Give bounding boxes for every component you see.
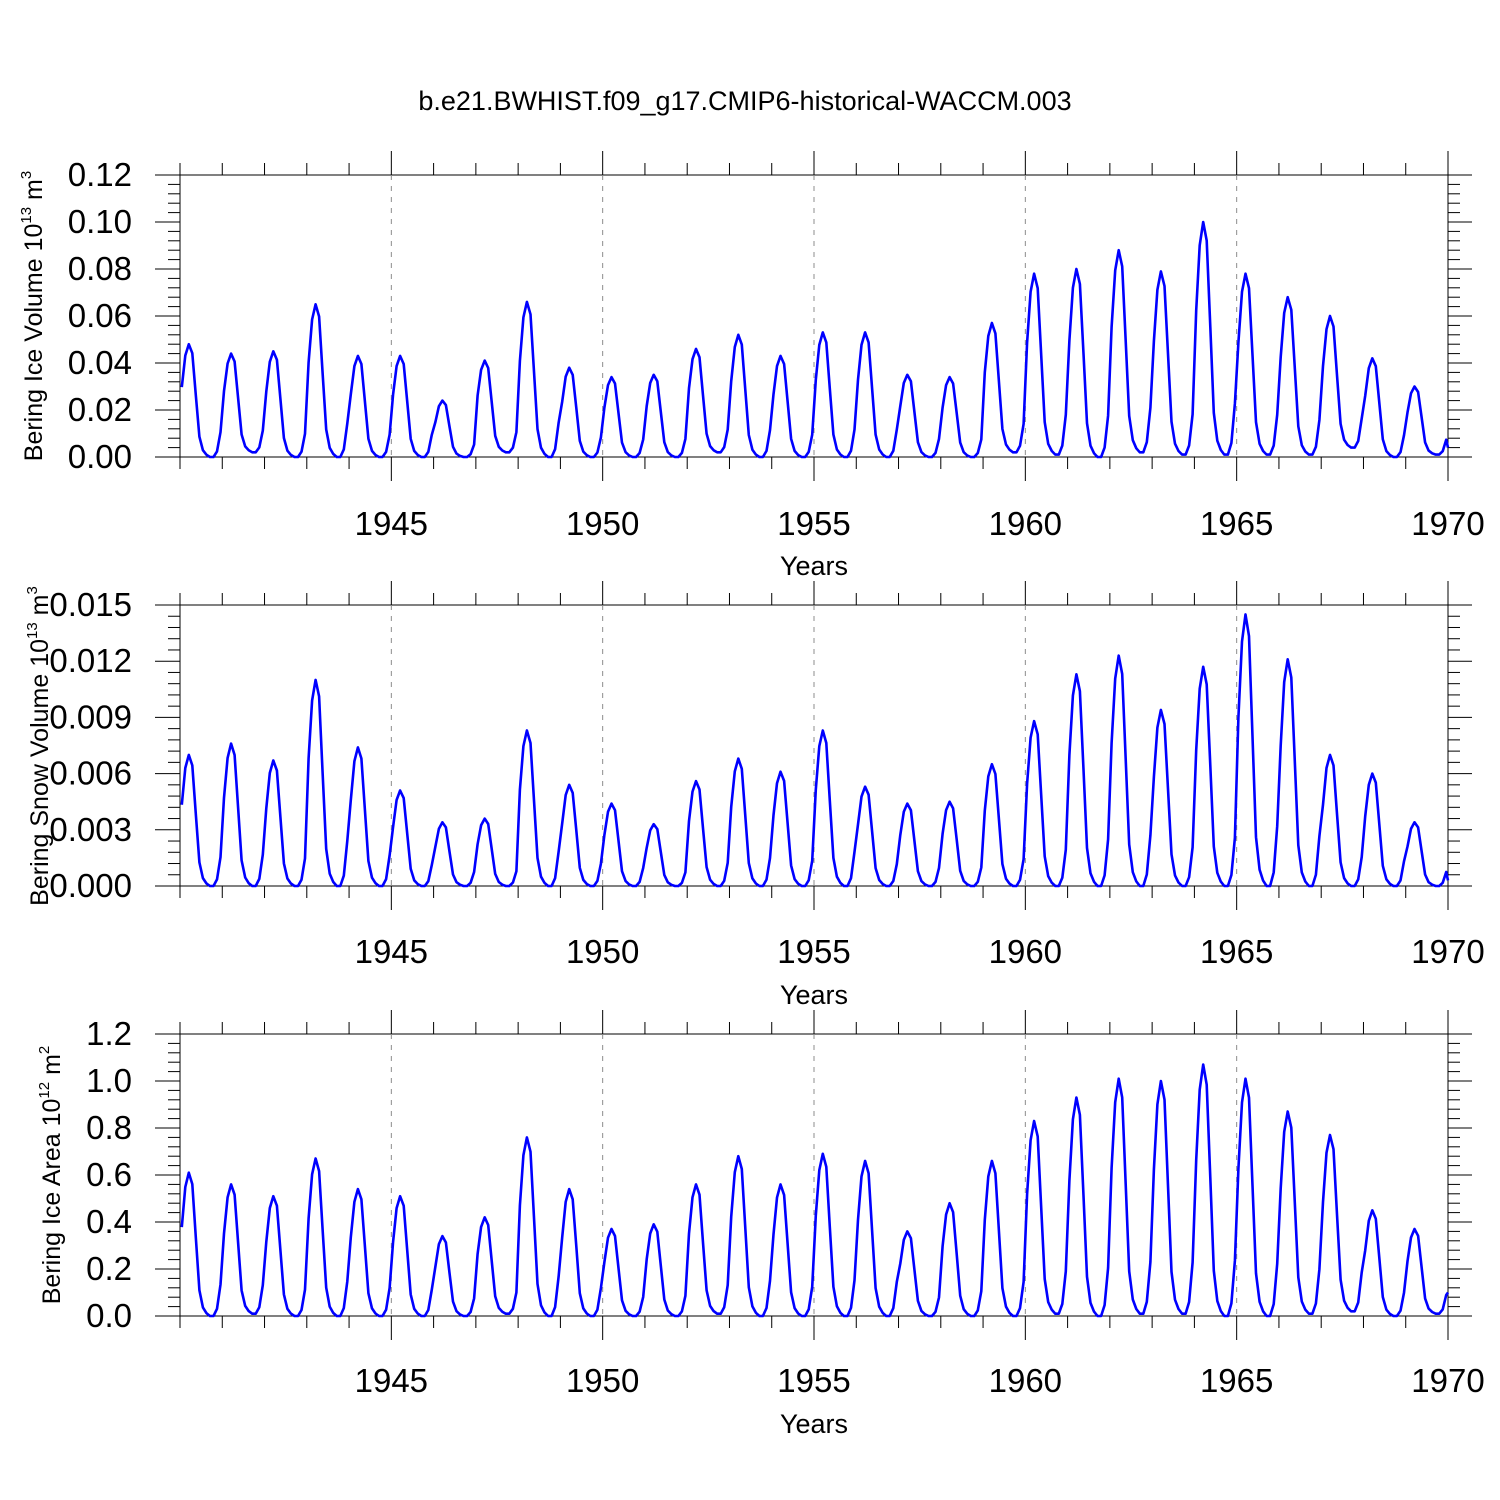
y-tick-label: 1.2 [86, 1015, 132, 1052]
x-tick-label: 1950 [566, 1362, 639, 1399]
y-tick-label: 0.003 [49, 811, 132, 848]
y-tick-label: 0.06 [68, 297, 132, 334]
x-tick-label: 1970 [1411, 933, 1484, 970]
y-tick-label: 0.02 [68, 391, 132, 428]
x-tick-label: 1950 [566, 933, 639, 970]
y-tick-label: 0.000 [49, 867, 132, 904]
y-tick-label: 0.6 [86, 1156, 132, 1193]
y-axis-label: Bering Ice Area 1012 m2 [36, 1046, 66, 1305]
y-axis-label: Bering Snow Volume 1013 m3 [24, 586, 54, 906]
series-line [180, 220, 1450, 459]
y-tick-label: 0.006 [49, 755, 132, 792]
y-tick-label: 0.0 [86, 1297, 132, 1334]
x-tick-label: 1945 [355, 1362, 428, 1399]
panel-ice-volume: 0.00 0.02 0.04 0.06 0.08 0.10 0.12 1945 1950 1955… [18, 151, 1485, 581]
x-tick-label: 1960 [989, 933, 1062, 970]
y-tick-label: 0.009 [49, 698, 132, 735]
y-tick-label: 0.10 [68, 203, 132, 240]
y-tick-label: 0.8 [86, 1109, 132, 1146]
y-tick-label: 0.4 [86, 1203, 132, 1240]
x-axis-label: Years [780, 980, 848, 1010]
y-tick-label: 0.00 [68, 438, 132, 475]
y-tick-label: 0.04 [68, 344, 132, 381]
x-tick-label: 1965 [1200, 1362, 1273, 1399]
y-tick-label: 0.012 [49, 642, 132, 679]
y-tick-label: 0.08 [68, 250, 132, 287]
x-tick-label: 1950 [566, 505, 639, 542]
x-tick-label: 1970 [1411, 505, 1484, 542]
y-tick-label: 1.0 [86, 1062, 132, 1099]
x-tick-label: 1945 [355, 505, 428, 542]
series-line [180, 1063, 1450, 1318]
x-tick-label: 1955 [777, 1362, 850, 1399]
series-line [180, 613, 1450, 888]
figure-title: b.e21.BWHIST.f09_g17.CMIP6-historical-WA… [418, 86, 1071, 116]
x-tick-label: 1965 [1200, 933, 1273, 970]
x-tick-label: 1945 [355, 933, 428, 970]
x-axis-label: Years [780, 1409, 848, 1439]
x-tick-label: 1970 [1411, 1362, 1484, 1399]
x-tick-label: 1955 [777, 933, 850, 970]
x-tick-label: 1960 [989, 1362, 1062, 1399]
y-tick-label: 0.12 [68, 156, 132, 193]
panel-ice-area: 0.0 0.2 0.4 0.6 0.8 1.0 1.2 1945 1950 1955 1960 196… [36, 1010, 1485, 1439]
y-axis-label: Bering Ice Volume 1013 m3 [18, 171, 48, 461]
x-tick-label: 1960 [989, 505, 1062, 542]
x-axis-label: Years [780, 551, 848, 581]
y-tick-label: 0.015 [49, 586, 132, 623]
panel-snow-volume: 0.000 0.003 0.006 0.009 0.012 0.015 1945 1950 19… [24, 581, 1485, 1010]
x-tick-label: 1955 [777, 505, 850, 542]
x-tick-label: 1965 [1200, 505, 1273, 542]
y-tick-label: 0.2 [86, 1250, 132, 1287]
